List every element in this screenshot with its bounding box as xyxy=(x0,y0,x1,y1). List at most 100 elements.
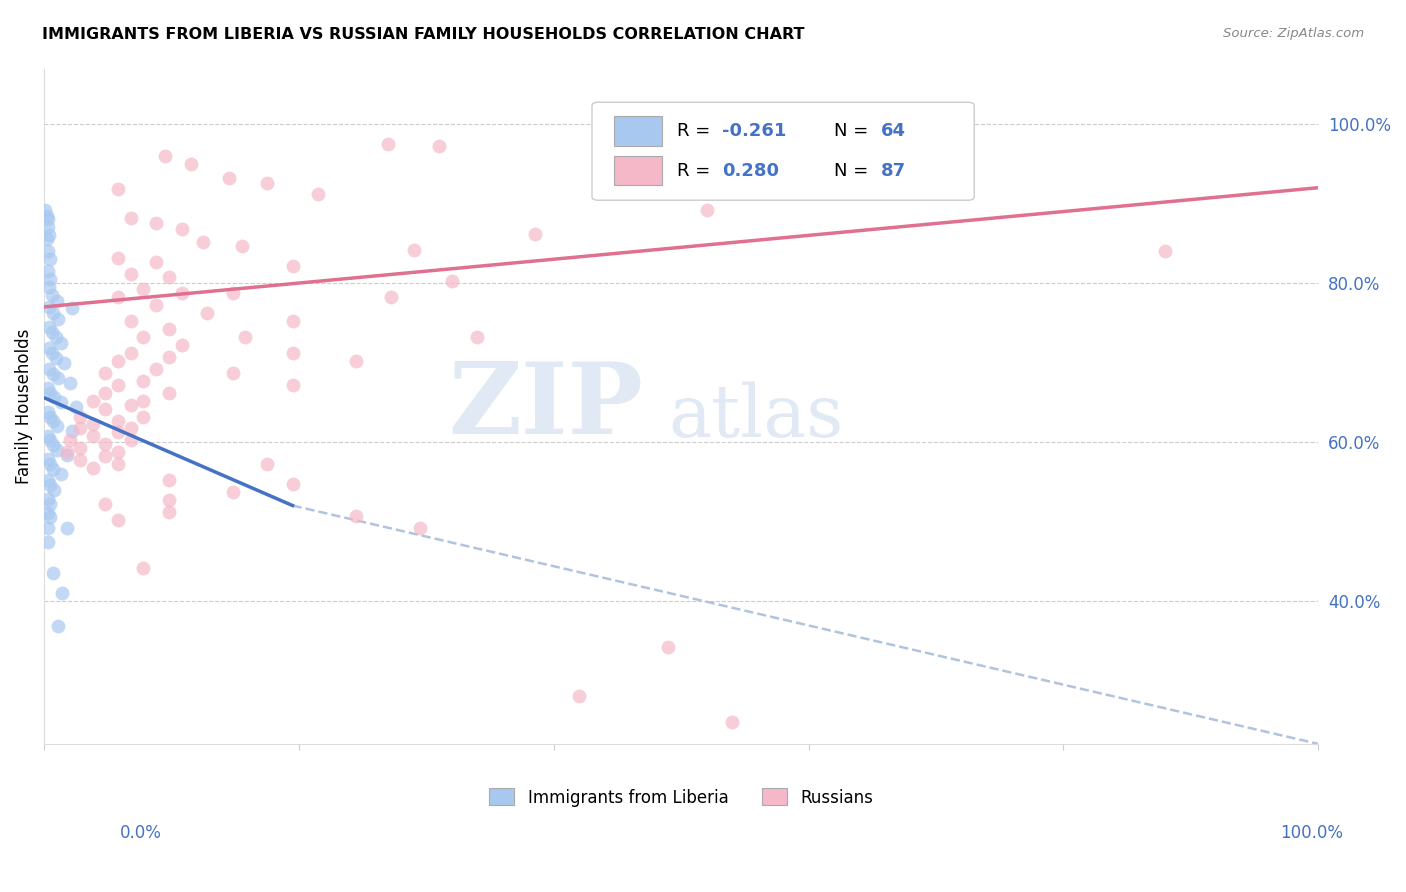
Point xyxy=(37,492,59,507)
Point xyxy=(56,448,79,462)
Point xyxy=(42,566,65,580)
Point xyxy=(42,414,65,428)
Point xyxy=(145,298,167,312)
Point xyxy=(107,290,129,304)
Point xyxy=(37,507,59,521)
Point xyxy=(170,286,193,301)
Point xyxy=(377,136,399,151)
Point xyxy=(696,202,718,217)
Point xyxy=(256,176,278,190)
Point xyxy=(45,442,67,457)
Point xyxy=(157,473,180,487)
Text: R =: R = xyxy=(678,122,717,140)
Point xyxy=(49,467,72,481)
Point xyxy=(107,513,129,527)
Point xyxy=(37,428,59,442)
Point xyxy=(46,371,69,385)
Point xyxy=(94,385,117,400)
Point xyxy=(37,264,59,278)
Point xyxy=(39,252,62,267)
Point xyxy=(409,521,432,535)
Point xyxy=(38,280,60,294)
Legend: Immigrants from Liberia, Russians: Immigrants from Liberia, Russians xyxy=(482,781,880,814)
Text: N =: N = xyxy=(834,122,875,140)
Point xyxy=(132,393,155,408)
Point xyxy=(568,690,591,704)
Point xyxy=(231,238,253,252)
Point xyxy=(69,409,91,424)
Point xyxy=(60,424,83,438)
Point xyxy=(107,251,129,265)
Point xyxy=(46,619,69,633)
Point xyxy=(157,270,180,285)
Point xyxy=(37,452,59,467)
Point xyxy=(37,381,59,395)
Point xyxy=(344,508,367,523)
Point xyxy=(427,139,450,153)
Point xyxy=(657,640,679,654)
Point xyxy=(37,220,59,235)
Text: R =: R = xyxy=(678,161,717,179)
Point xyxy=(157,385,180,400)
Point xyxy=(51,586,73,600)
Point xyxy=(42,438,65,452)
Text: -0.261: -0.261 xyxy=(721,122,786,140)
Text: 0.280: 0.280 xyxy=(721,161,779,179)
Point xyxy=(82,461,104,475)
Point xyxy=(721,714,744,729)
Point xyxy=(82,417,104,432)
Point xyxy=(94,366,117,380)
Point xyxy=(58,434,80,448)
Point xyxy=(132,374,155,388)
Point xyxy=(39,272,62,286)
Point xyxy=(157,322,180,336)
Point xyxy=(38,341,60,355)
Text: IMMIGRANTS FROM LIBERIA VS RUSSIAN FAMILY HOUSEHOLDS CORRELATION CHART: IMMIGRANTS FROM LIBERIA VS RUSSIAN FAMIL… xyxy=(42,27,804,42)
Point xyxy=(307,187,329,202)
Point xyxy=(157,493,180,508)
Point xyxy=(37,473,59,487)
Point xyxy=(94,450,117,464)
Point xyxy=(69,442,91,456)
Text: N =: N = xyxy=(834,161,875,179)
Point xyxy=(120,346,142,360)
Point xyxy=(42,306,65,320)
Point xyxy=(82,429,104,443)
Point xyxy=(69,421,91,435)
Point xyxy=(58,376,80,391)
Point xyxy=(120,211,142,225)
Point xyxy=(35,231,58,245)
Point xyxy=(281,377,304,392)
Point xyxy=(49,335,72,350)
Point xyxy=(120,421,142,435)
Point xyxy=(46,311,69,326)
Point xyxy=(145,254,167,268)
Point xyxy=(440,275,463,289)
Point xyxy=(235,330,257,344)
Point xyxy=(42,462,65,476)
Point xyxy=(281,346,304,360)
Text: ZIP: ZIP xyxy=(449,358,643,455)
Point xyxy=(1154,244,1177,259)
Point xyxy=(39,497,62,511)
FancyBboxPatch shape xyxy=(613,117,662,146)
Text: 100.0%: 100.0% xyxy=(1279,824,1343,842)
Point xyxy=(120,267,142,281)
Point xyxy=(94,497,117,511)
Point xyxy=(120,434,142,448)
Point xyxy=(53,355,76,369)
Point xyxy=(132,282,155,296)
Point xyxy=(344,354,367,368)
Y-axis label: Family Households: Family Households xyxy=(15,328,32,483)
Point xyxy=(132,330,155,344)
Point xyxy=(94,401,117,416)
Point xyxy=(221,286,243,301)
Point xyxy=(37,212,59,227)
Point xyxy=(44,391,66,405)
Point xyxy=(256,457,278,471)
Point xyxy=(120,398,142,412)
Point xyxy=(170,222,193,236)
Point xyxy=(107,354,129,368)
Text: Source: ZipAtlas.com: Source: ZipAtlas.com xyxy=(1223,27,1364,40)
Point xyxy=(380,290,402,304)
